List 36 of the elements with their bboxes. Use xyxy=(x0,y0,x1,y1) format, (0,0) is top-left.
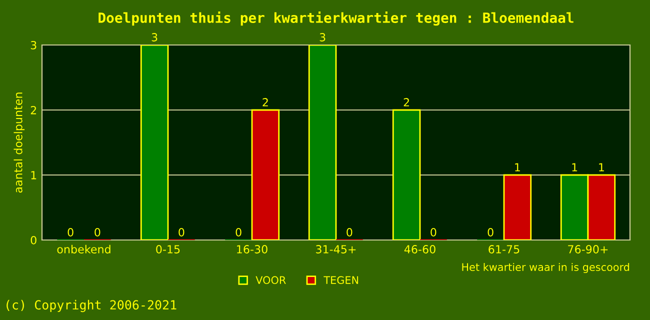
bar xyxy=(503,174,532,240)
data-label: 3 xyxy=(152,33,158,42)
data-label: 0 xyxy=(236,228,242,236)
data-label: 1 xyxy=(572,163,578,172)
y-axis-title: aantal doelpunten xyxy=(14,92,25,193)
x-tick-label: onbekend xyxy=(57,244,110,254)
y-tick-label: 2 xyxy=(30,106,36,114)
data-label: 1 xyxy=(599,163,604,172)
y-tick-label: 1 xyxy=(31,171,36,180)
bar xyxy=(308,45,337,240)
bar xyxy=(140,45,169,240)
data-label: 0 xyxy=(430,228,436,236)
bar xyxy=(392,109,421,240)
data-label: 2 xyxy=(404,98,409,106)
data-label: 3 xyxy=(320,33,326,42)
data-label: 0 xyxy=(68,228,74,236)
x-tick-label: 76-90+ xyxy=(568,245,608,254)
data-label: 0 xyxy=(94,228,100,236)
data-label: 1 xyxy=(515,163,520,172)
x-tick-label: 31-45+ xyxy=(316,245,356,254)
legend-label: VOOR xyxy=(256,276,286,284)
x-tick-label: 61-75 xyxy=(488,245,520,254)
x-tick-label: 46-60 xyxy=(404,245,436,254)
y-tick-label: 0 xyxy=(30,236,36,244)
x-tick-label: 16-30 xyxy=(237,245,268,254)
data-label: 2 xyxy=(262,98,268,106)
data-label: 0 xyxy=(178,228,184,236)
legend-label: TEGEN xyxy=(324,276,358,284)
x-tick-label: 0-15 xyxy=(156,245,180,254)
chart-title: Doelpunten thuis per kwartierkwartier tegen : Bloemendaal xyxy=(98,11,574,26)
data-label: 0 xyxy=(346,228,352,236)
bar xyxy=(251,109,280,240)
data-label: 0 xyxy=(488,228,494,236)
y-tick-label: 3 xyxy=(30,40,36,50)
text: (c) Copyright 2006-2021 xyxy=(6,300,176,312)
x-axis-title: Het kwartier waar in is gescoord xyxy=(462,262,630,274)
